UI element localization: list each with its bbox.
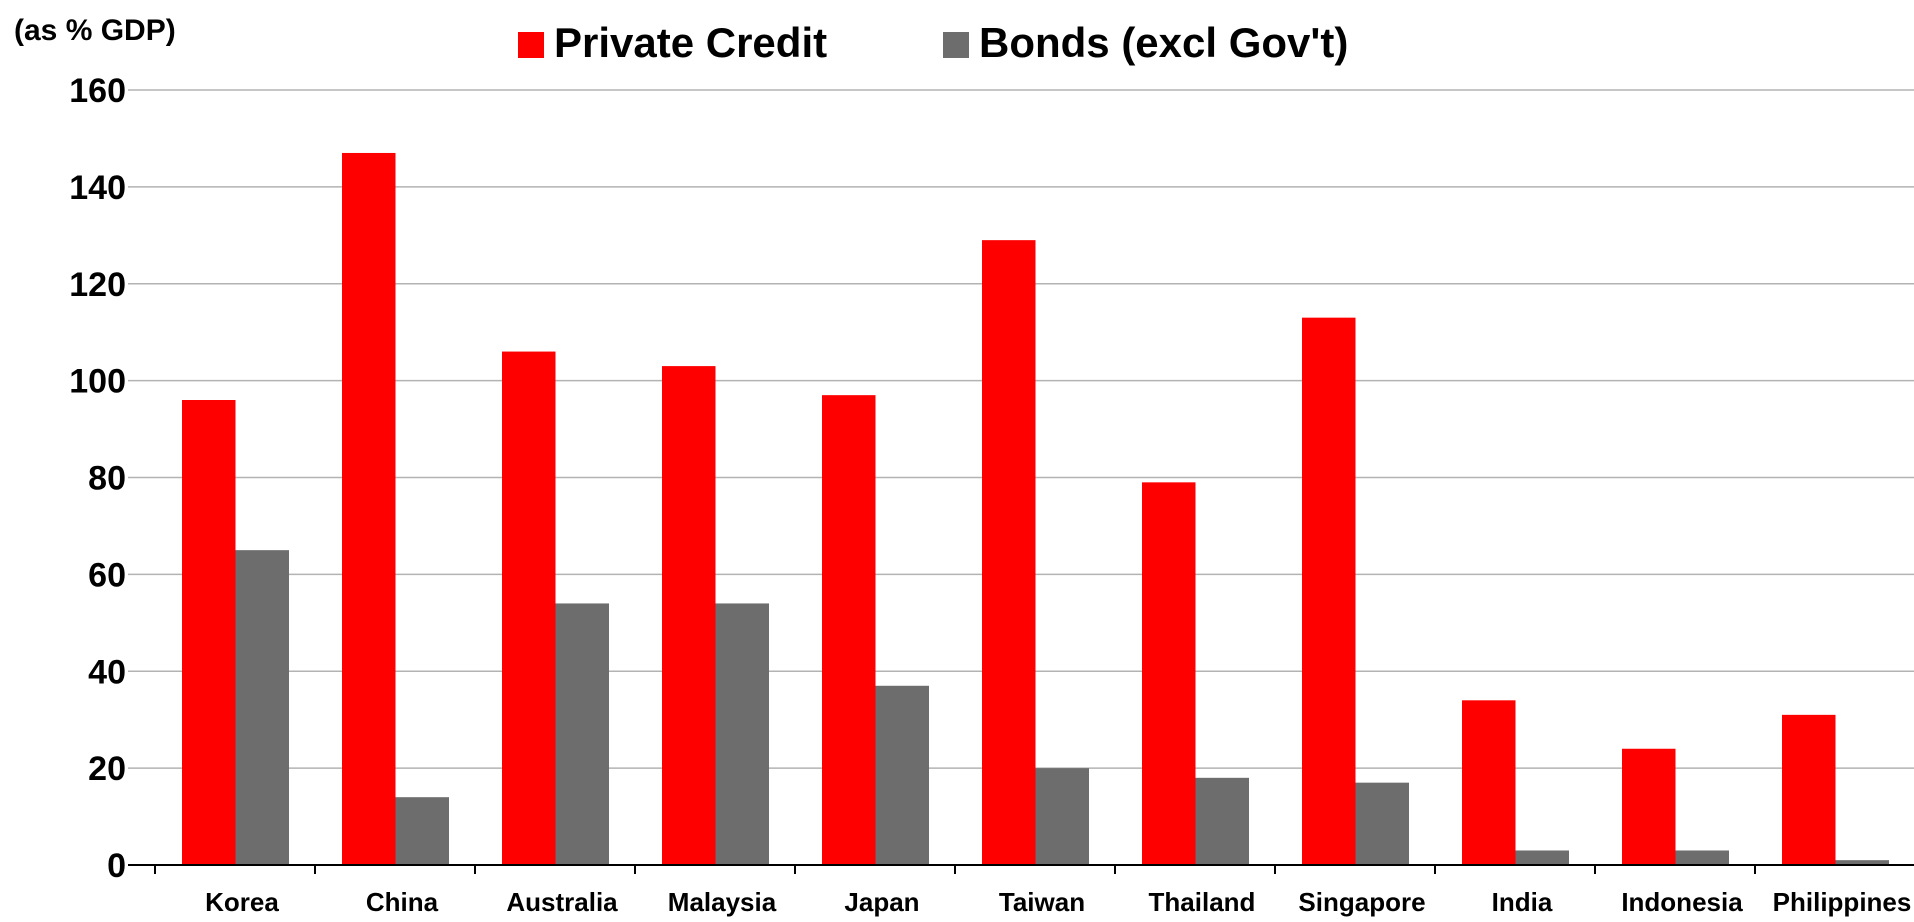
y-tick-label: 40 bbox=[88, 653, 126, 691]
x-tick-label-japan: Japan bbox=[844, 887, 919, 917]
bar-private-credit-korea bbox=[182, 400, 236, 865]
bar-private-credit-thailand bbox=[1142, 482, 1196, 865]
y-tick-label: 100 bbox=[69, 363, 126, 401]
x-tick-label-korea: Korea bbox=[205, 887, 279, 917]
legend-label: Private Credit bbox=[554, 19, 827, 66]
legend: Private Credit Bonds (excl Gov't) bbox=[518, 19, 1348, 66]
x-tick-label-australia: Australia bbox=[506, 887, 618, 917]
bar-bonds-china bbox=[395, 797, 449, 865]
y-tick-label: 20 bbox=[88, 750, 126, 788]
bar-bonds-philippines bbox=[1835, 860, 1889, 865]
bar-bonds-australia bbox=[555, 603, 609, 865]
y-tick-label: 0 bbox=[107, 847, 126, 885]
legend-label: Bonds (excl Gov't) bbox=[979, 19, 1348, 66]
bar-bonds-thailand bbox=[1195, 777, 1249, 865]
bar-bonds-malaysia bbox=[715, 603, 769, 865]
bar-private-credit-india bbox=[1462, 700, 1516, 865]
bar-bonds-korea bbox=[235, 550, 289, 865]
y-tick-label: 120 bbox=[69, 266, 126, 304]
x-tick-label-china: China bbox=[366, 887, 439, 917]
axes: 0 20 40 60 80 100 120 140 160 Korea China Australia… bbox=[69, 72, 1914, 917]
bar-private-credit-china bbox=[342, 152, 396, 865]
bar-bonds-india bbox=[1515, 850, 1569, 865]
x-tick-label-malaysia: Malaysia bbox=[668, 887, 777, 917]
x-tick-label-singapore: Singapore bbox=[1298, 887, 1425, 917]
x-tick-label-india: India bbox=[1492, 887, 1553, 917]
x-tick-label-indonesia: Indonesia bbox=[1621, 887, 1743, 917]
bar-bonds-japan bbox=[875, 685, 929, 865]
bar-private-credit-philippines bbox=[1782, 714, 1836, 865]
y-tick-label: 60 bbox=[88, 556, 126, 594]
bar-private-credit-singapore bbox=[1302, 317, 1356, 865]
bar-private-credit-malaysia bbox=[662, 366, 716, 865]
y-tick-label: 160 bbox=[69, 72, 126, 110]
y-tick-label: 140 bbox=[69, 169, 126, 207]
bar-bonds-taiwan bbox=[1035, 768, 1089, 865]
bars bbox=[182, 152, 1889, 865]
x-tick-label-taiwan: Taiwan bbox=[999, 887, 1085, 917]
bar-bonds-indonesia bbox=[1675, 850, 1729, 865]
legend-item-bonds: Bonds (excl Gov't) bbox=[943, 19, 1348, 66]
bar-bonds-singapore bbox=[1355, 782, 1409, 865]
bar-private-credit-japan bbox=[822, 395, 876, 865]
legend-swatch bbox=[518, 32, 544, 58]
legend-item-private-credit: Private Credit bbox=[518, 19, 827, 66]
legend-swatch bbox=[943, 32, 969, 58]
bar-private-credit-taiwan bbox=[982, 240, 1036, 865]
x-tick-label-thailand: Thailand bbox=[1149, 887, 1256, 917]
y-tick-label: 80 bbox=[88, 460, 126, 498]
x-tick-label-philippines: Philippines bbox=[1773, 887, 1912, 917]
y-axis-unit-label: (as % GDP) bbox=[14, 14, 176, 47]
bar-private-credit-australia bbox=[502, 351, 556, 865]
bar-private-credit-indonesia bbox=[1622, 748, 1676, 865]
